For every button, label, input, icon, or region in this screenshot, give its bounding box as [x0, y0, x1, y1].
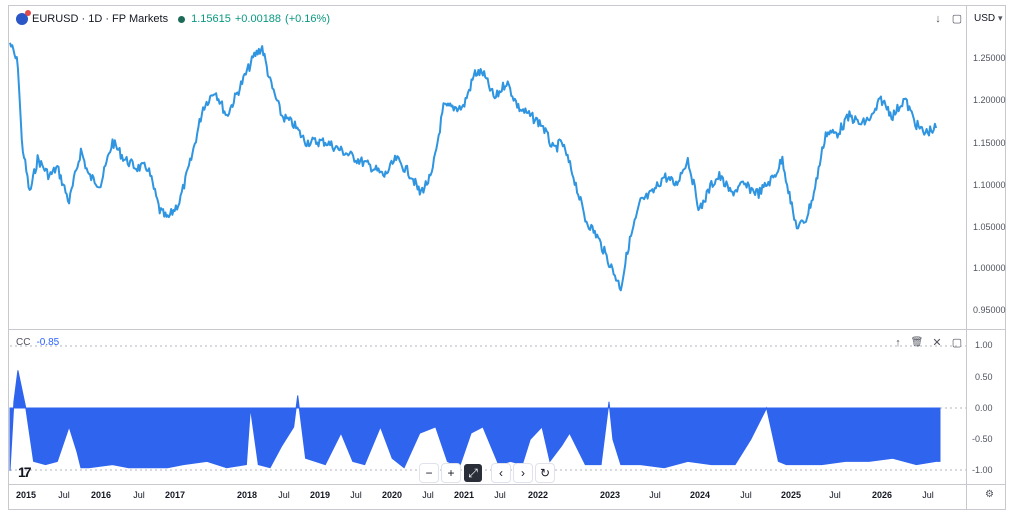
indicator-name[interactable]: CC	[16, 337, 31, 348]
time-axis-label: Jul	[740, 490, 752, 500]
maximize-pane-icon[interactable]: ▢	[951, 13, 963, 25]
pane-separator[interactable]	[8, 329, 1006, 330]
indicator-axis-label: 1.00	[975, 340, 993, 350]
time-axis-separator	[8, 484, 1006, 485]
time-axis-label: Jul	[350, 490, 362, 500]
time-axis-label: 2025	[780, 490, 802, 500]
indicator-axis-label: 0.00	[975, 403, 993, 413]
tradingview-logo-icon[interactable]: 17	[18, 464, 32, 480]
indicator-axis-label: -1.00	[972, 465, 993, 475]
time-axis-label: 2024	[689, 490, 711, 500]
price-change: +0.00188	[234, 13, 282, 25]
time-axis-label: Jul	[922, 490, 934, 500]
collapse-pane-icon[interactable]: ✕	[932, 337, 942, 349]
time-axis-label: 2026	[871, 490, 893, 500]
currency-caret-icon[interactable]: ▾	[998, 13, 1003, 23]
zoom-out-button[interactable]: −	[420, 464, 438, 482]
move-pane-up-icon[interactable]: ↑	[895, 337, 901, 349]
price-axis-label: 1.25000	[973, 53, 1006, 63]
time-axis-label: Jul	[133, 490, 145, 500]
price-change-percent: (+0.16%)	[285, 13, 330, 25]
price-axis-label: 1.00000	[973, 263, 1006, 273]
eurusd-price-line	[9, 42, 938, 292]
time-axis-label: 2019	[309, 490, 331, 500]
time-axis-label: 2016	[90, 490, 112, 500]
symbol-logo-icon	[16, 10, 31, 25]
price-axis-label: 1.15000	[973, 138, 1006, 148]
time-axis-label: 2023	[599, 490, 621, 500]
indicator-axis-label: -0.50	[972, 434, 993, 444]
zoom-in-button[interactable]: +	[442, 464, 460, 482]
time-axis-label: 2020	[381, 490, 403, 500]
indicator-value: -0.85	[36, 337, 60, 348]
indicator-legend[interactable]: CC -0.85	[16, 337, 59, 348]
currency-label[interactable]: USD	[974, 13, 996, 24]
last-price: 1.15615	[191, 13, 231, 25]
symbol-title[interactable]: EURUSD · 1D · FP Markets	[32, 13, 169, 25]
time-axis-label: 2015	[15, 490, 37, 500]
chart-navigation-toolbar: − + ⤢ ‹ › ↻	[420, 463, 558, 483]
price-axis-label: 1.10000	[973, 180, 1006, 190]
maximize-indicator-pane-icon[interactable]: ▢	[951, 337, 963, 349]
time-axis-label: Jul	[58, 490, 70, 500]
time-axis-label: 2022	[527, 490, 549, 500]
time-axis-label: 2021	[453, 490, 475, 500]
time-axis-label: Jul	[422, 490, 434, 500]
time-axis-label: Jul	[649, 490, 661, 500]
indicator-axis-label: 0.50	[975, 372, 993, 382]
auto-scale-button[interactable]: ⤢	[464, 464, 482, 482]
settings-gear-icon[interactable]: ⚙	[985, 489, 994, 500]
move-pane-down-icon[interactable]: ↓	[935, 13, 941, 25]
time-axis-label: Jul	[494, 490, 506, 500]
cc-indicator-area	[9, 370, 941, 471]
time-axis-label: Jul	[829, 490, 841, 500]
time-axis-label: 2017	[164, 490, 186, 500]
price-axis-separator	[966, 5, 967, 510]
scroll-right-button[interactable]: ›	[514, 464, 532, 482]
market-open-icon	[178, 15, 186, 23]
scroll-left-button[interactable]: ‹	[492, 464, 510, 482]
symbol-legend[interactable]: EURUSD · 1D · FP Markets 1.15615 +0.0018…	[16, 10, 330, 26]
time-axis-label: 2018	[236, 490, 258, 500]
price-axis-label: 1.05000	[973, 222, 1006, 232]
delete-pane-icon[interactable]: 🗑	[910, 337, 924, 348]
price-axis-label: 1.20000	[973, 95, 1006, 105]
price-axis-label: 0.95000	[973, 305, 1006, 315]
time-axis-label: Jul	[278, 490, 290, 500]
reset-chart-button[interactable]: ↻	[536, 464, 554, 482]
